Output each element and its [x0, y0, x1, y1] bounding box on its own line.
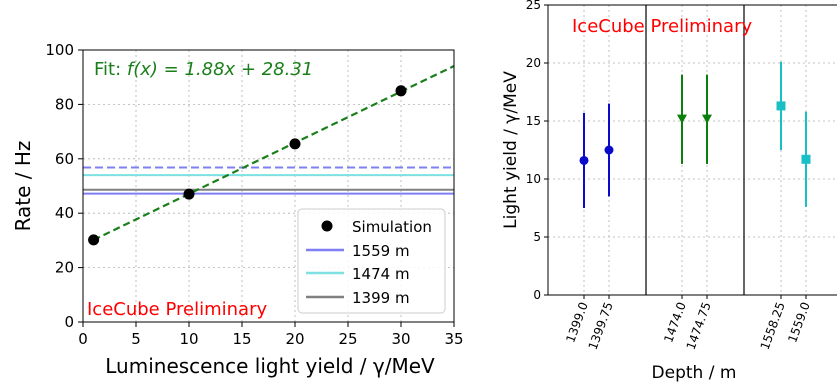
left-horizontal-lines: [83, 166, 454, 195]
point-marker: [579, 155, 589, 165]
left-y-ticks: 0 20 40 60 80 100: [45, 41, 83, 331]
point-marker: [677, 114, 687, 124]
light-yield-point: [604, 103, 614, 197]
simulation-point: [395, 85, 407, 97]
legend: Simulation 1559 m 1474 m 1399 m: [297, 208, 446, 314]
y-tick-label: 15: [526, 114, 541, 128]
legend-simulation-label: Simulation: [352, 218, 432, 236]
x-tick-label: 35: [444, 330, 463, 348]
x-tick-label: 25: [338, 330, 357, 348]
x-tick-label: 10: [179, 330, 198, 348]
point-marker: [702, 114, 712, 124]
fit-formula: f(x) = 1.88x + 28.31: [127, 59, 313, 80]
left-x-ticks: 0 5 10 15 20 25 30 35: [78, 322, 464, 348]
icecube-preliminary-label-right: IceCube Preliminary: [572, 16, 752, 37]
x-tick-label: 1474.0: [661, 300, 689, 344]
icecube-preliminary-label-left: IceCube Preliminary: [87, 299, 267, 320]
simulation-points: [88, 85, 407, 246]
legend-1399-label: 1399 m: [352, 289, 410, 307]
light-yield-point: [776, 61, 786, 150]
light-yield-point: [677, 74, 687, 164]
depth-group-separators: [645, 5, 745, 295]
point-marker: [776, 101, 786, 111]
right-x-axis-label: Depth / m: [652, 363, 737, 383]
fit-prefix: Fit:: [94, 59, 127, 80]
y-tick-label: 20: [526, 56, 541, 70]
y-tick-label: 10: [526, 172, 541, 186]
right-y-ticks: 0 5 10 15 20 25: [526, 0, 548, 302]
left-x-axis-label: Luminescence light yield / γ/MeV: [105, 354, 435, 378]
legend-1559-label: 1559 m: [352, 242, 410, 260]
left-plot-frame: [82, 49, 455, 323]
y-tick-label: 60: [55, 150, 74, 168]
point-marker: [801, 154, 811, 164]
y-tick-label: 40: [55, 204, 74, 222]
rate-vs-light-yield-chart: 0 5 10 15 20 25 30 35 0 20 40 60 80 100 Fit: f(x) = …: [11, 41, 464, 378]
y-tick-label: 20: [55, 259, 74, 277]
point-marker: [604, 145, 614, 155]
y-tick-label: 0: [533, 288, 541, 302]
x-tick-label: 15: [232, 330, 251, 348]
light-yield-point: [801, 111, 811, 207]
x-tick-label: 1558.25: [758, 300, 788, 351]
simulation-point: [289, 138, 301, 150]
x-tick-label: 1559.0: [785, 300, 813, 344]
simulation-point: [88, 234, 100, 246]
fit-line: [93, 65, 455, 241]
legend-1474-label: 1474 m: [352, 265, 410, 283]
y-tick-label: 25: [526, 0, 541, 12]
y-tick-label: 100: [45, 41, 74, 59]
simulation-point: [183, 188, 195, 200]
x-tick-label: 5: [131, 330, 141, 348]
right-grid: [548, 4, 837, 296]
x-tick-label: 1399.0: [563, 300, 591, 344]
x-tick-label: 1474.75: [684, 300, 714, 351]
light-yield-point: [579, 112, 589, 208]
x-tick-label: 1399.75: [586, 300, 616, 351]
y-tick-label: 0: [64, 313, 74, 331]
light-yield-points: [579, 61, 811, 208]
y-tick-label: 80: [55, 95, 74, 113]
x-tick-label: 20: [285, 330, 304, 348]
legend-box: [297, 208, 446, 314]
left-y-axis-label: Rate / Hz: [11, 141, 35, 232]
x-tick-label: 0: [78, 330, 88, 348]
legend-simulation-marker: [321, 220, 333, 232]
y-tick-label: 5: [533, 230, 541, 244]
light-yield-point: [702, 74, 712, 164]
fit-annotation: Fit: f(x) = 1.88x + 28.31: [94, 59, 313, 80]
right-plot-frame: [547, 4, 837, 296]
x-tick-label: 30: [391, 330, 410, 348]
right-y-axis-label: Light yield / γ/MeV: [501, 71, 521, 229]
